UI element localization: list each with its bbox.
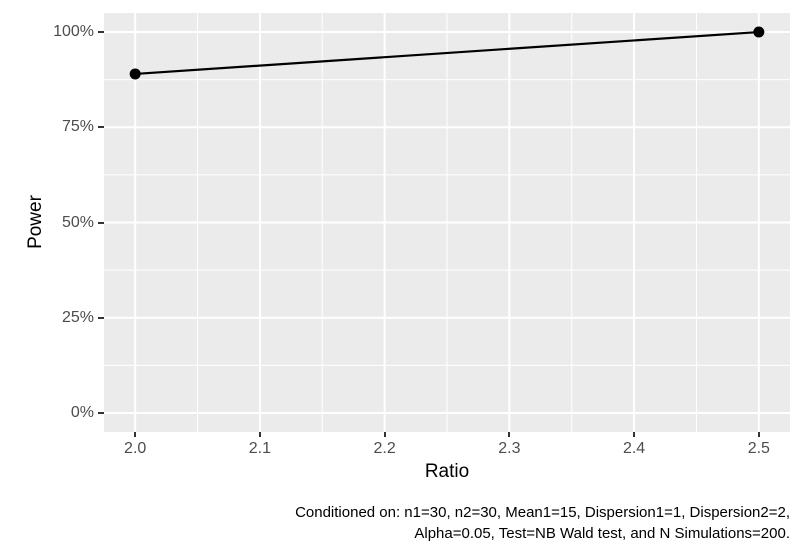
- x-tick-mark: [633, 432, 636, 437]
- y-tick-label: 0%: [70, 403, 94, 421]
- x-tick-label: 2.3: [498, 440, 521, 457]
- y-tick-mark: [98, 126, 104, 129]
- x-tick-label: 2.5: [747, 440, 770, 457]
- data-point: [129, 68, 141, 80]
- x-axis-title: Ratio: [424, 461, 470, 482]
- y-tick-mark: [98, 31, 104, 34]
- x-tick-label: 2.2: [373, 440, 396, 457]
- plot-panel: [104, 13, 790, 432]
- y-tick-label: 25%: [61, 308, 94, 326]
- x-tick-label: 2.0: [124, 440, 147, 457]
- y-tick-mark: [98, 411, 104, 414]
- x-tick-mark: [508, 432, 511, 437]
- caption-line-1: Conditioned on: n1=30, n2=30, Mean1=15, …: [295, 504, 790, 521]
- y-tick-mark: [98, 316, 104, 319]
- x-tick-mark: [757, 432, 760, 437]
- caption-line-2: Alpha=0.05, Test=NB Wald test, and N Sim…: [414, 525, 790, 542]
- x-tick-mark: [383, 432, 386, 437]
- y-tick-label: 75%: [61, 118, 94, 136]
- data-point: [753, 26, 765, 38]
- plot-svg: [104, 13, 790, 432]
- x-tick-label: 2.1: [248, 440, 272, 457]
- plot-caption: Conditioned on: n1=30, n2=30, Mean1=15, …: [10, 502, 790, 544]
- y-tick-label: 50%: [61, 213, 94, 231]
- y-tick-mark: [98, 221, 104, 224]
- power-line: [135, 30, 759, 76]
- x-tick-label: 2.4: [622, 440, 646, 457]
- x-tick-mark: [258, 432, 261, 437]
- y-tick-label: 100%: [53, 23, 94, 41]
- x-tick-mark: [134, 432, 137, 437]
